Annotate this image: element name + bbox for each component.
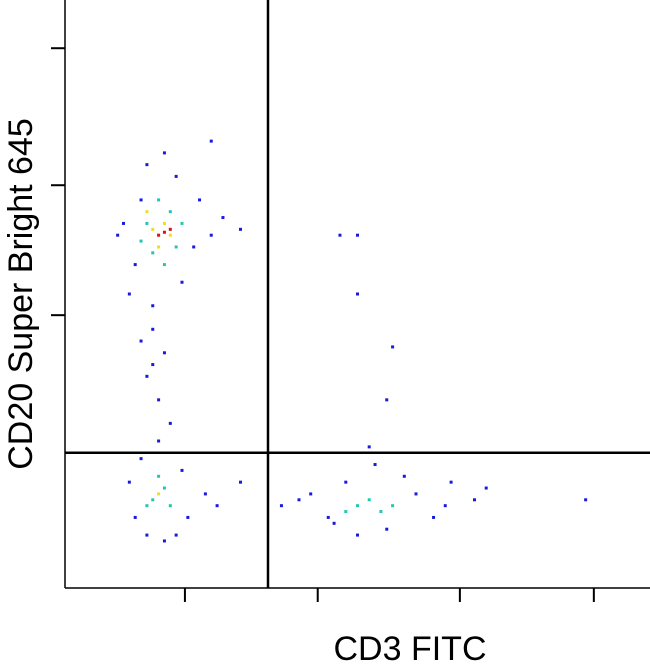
point: [145, 533, 149, 537]
point: [151, 251, 155, 255]
point: [151, 363, 155, 367]
point: [239, 227, 242, 231]
point: [356, 533, 359, 537]
point: [209, 233, 213, 237]
point: [157, 439, 161, 443]
point: [338, 233, 342, 237]
point: [203, 492, 207, 496]
point: [174, 174, 178, 178]
point: [157, 492, 161, 496]
point: [209, 139, 213, 143]
point: [151, 227, 155, 231]
point: [162, 486, 166, 490]
point: [162, 221, 166, 225]
point: [157, 398, 161, 402]
point: [127, 480, 131, 484]
point: [449, 480, 453, 484]
point: [162, 263, 166, 267]
point: [157, 245, 161, 249]
point: [473, 498, 476, 502]
point: [157, 198, 161, 202]
point: [584, 498, 588, 502]
point: [391, 345, 395, 349]
point: [162, 351, 166, 355]
point: [326, 515, 330, 519]
point: [332, 521, 336, 525]
point: [221, 216, 225, 220]
point: [367, 498, 371, 502]
point: [297, 498, 301, 502]
point: [174, 245, 178, 249]
point: [198, 198, 202, 202]
point: [157, 233, 161, 237]
point: [391, 504, 395, 508]
point: [373, 463, 377, 467]
point: [180, 221, 184, 225]
point: [145, 163, 149, 167]
point: [151, 498, 155, 502]
point: [174, 533, 178, 537]
point: [192, 245, 196, 249]
point: [157, 474, 161, 478]
point: [145, 221, 149, 225]
point: [168, 227, 172, 231]
point: [168, 504, 172, 508]
point: [443, 504, 447, 508]
point: [356, 504, 359, 508]
point: [186, 515, 190, 519]
point: [344, 480, 348, 484]
point: [145, 504, 149, 508]
point: [239, 480, 242, 484]
point: [484, 486, 488, 490]
point: [151, 304, 155, 308]
point: [309, 492, 313, 496]
point: [145, 210, 149, 214]
point: [379, 510, 383, 514]
point: [162, 151, 166, 155]
point: [168, 210, 172, 214]
point: [162, 230, 166, 234]
point: [414, 492, 418, 496]
point: [356, 233, 359, 237]
y-axis-label: CD20 Super Bright 645: [2, 118, 40, 470]
point: [180, 468, 184, 472]
point: [385, 398, 389, 402]
point: [122, 221, 125, 225]
point: [402, 474, 406, 478]
point: [385, 527, 389, 531]
point: [344, 510, 348, 514]
point: [180, 280, 184, 284]
point: [162, 539, 166, 543]
point: [432, 515, 436, 519]
point: [127, 292, 131, 296]
point: [139, 198, 143, 202]
point: [139, 339, 143, 343]
point: [133, 515, 137, 519]
point: [116, 233, 120, 237]
point: [145, 374, 149, 378]
point: [215, 504, 219, 508]
point: [168, 233, 172, 237]
x-axis-label: CD3 FITC: [334, 630, 487, 668]
point: [279, 504, 283, 508]
point: [133, 263, 137, 267]
point: [356, 292, 359, 296]
point: [151, 327, 155, 331]
point: [168, 421, 172, 425]
point: [367, 445, 371, 449]
point: [139, 239, 143, 243]
point: [139, 457, 143, 461]
